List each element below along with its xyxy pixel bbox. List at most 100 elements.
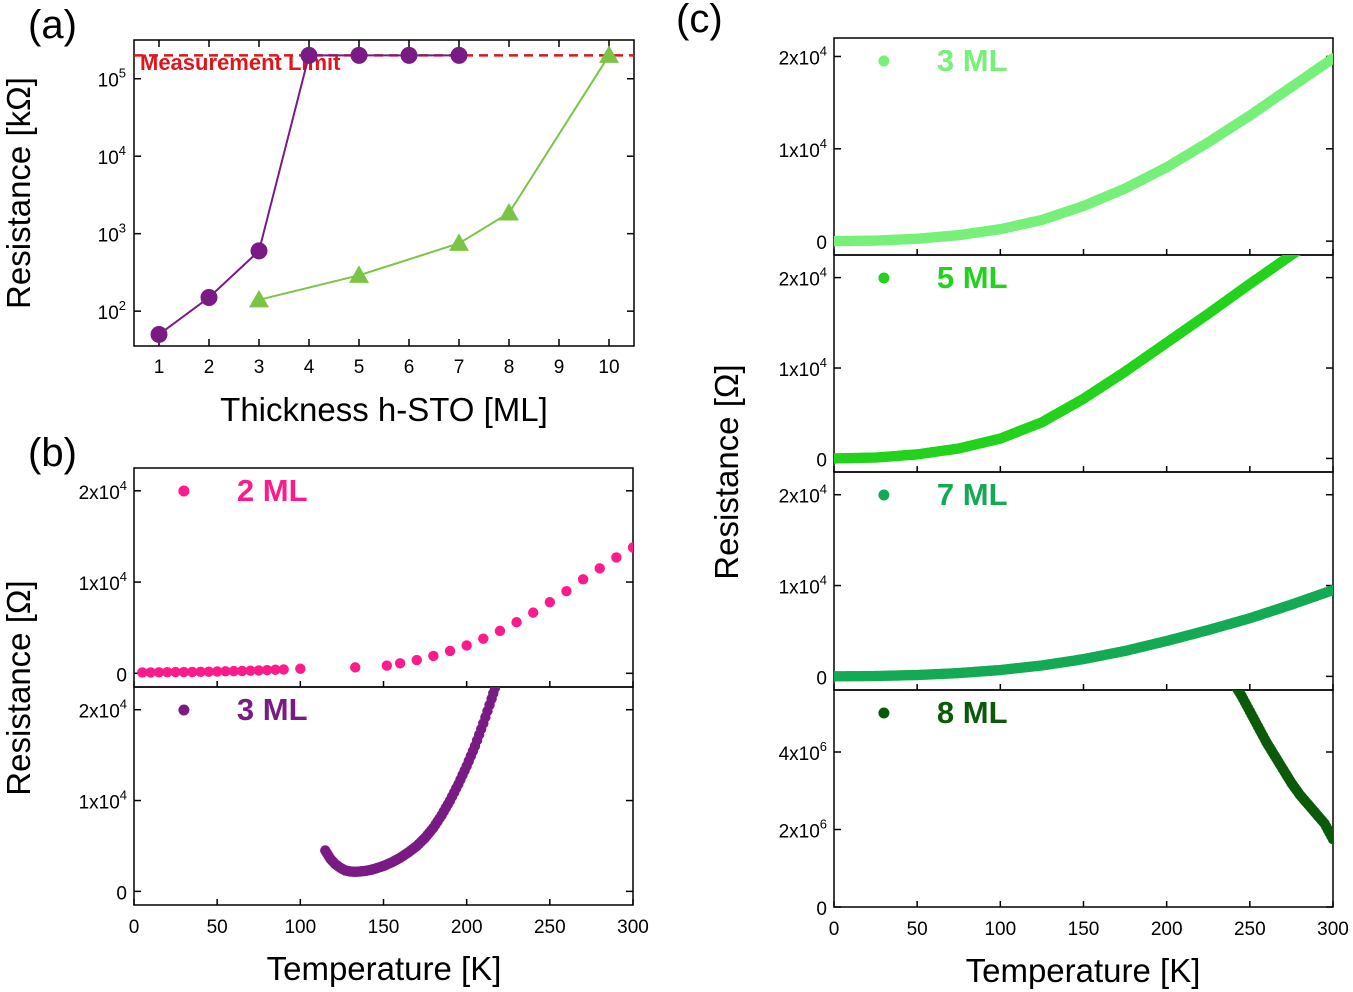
c-data-point (1327, 584, 1333, 596)
b-x-tick-label: 0 (129, 917, 140, 938)
b-data-point (253, 665, 264, 676)
panel-b-ylabel: Resistance [Ω] (0, 580, 37, 795)
a-series-line-triangles (258, 54, 610, 301)
c-data-point (1310, 235, 1320, 245)
c-data-point (1306, 237, 1316, 247)
b-y-tick-label: 1x104 (79, 569, 127, 595)
c-frame (833, 254, 1334, 473)
c-y-tick-label: 2x106 (779, 817, 827, 843)
c-data-point (1321, 227, 1331, 237)
a-point-triangle (499, 202, 519, 221)
c-y-tick-label: 0 (816, 233, 827, 254)
c-x-tick-label: 250 (1234, 919, 1266, 940)
a-x-tick-label: 1 (154, 357, 165, 378)
c-legend-label: 3 ML (937, 43, 1008, 78)
b-data-point (178, 666, 190, 678)
c-subplot-1: 0 1x104 2x104 3 ML (779, 37, 1334, 256)
c-legend-marker (878, 707, 890, 719)
b-data-point (594, 563, 605, 574)
b-y-tick-label: 2x104 (79, 697, 127, 723)
b-data-point (577, 574, 589, 585)
c-y-tick-label: 0 (816, 899, 827, 920)
b-data-point (137, 667, 148, 678)
b-subplot-1: 0 1x104 2x104 2 ML (79, 467, 634, 688)
b-data-point (162, 667, 173, 678)
a-x-tick-label: 10 (598, 357, 619, 378)
c-data-point (1298, 242, 1308, 252)
b-series-3-ML (320, 687, 501, 878)
a-point-circle (300, 46, 318, 64)
panel-c-label: (c) (676, 0, 723, 41)
c-legend-marker (878, 272, 890, 284)
c-series-3-ML (834, 53, 1333, 247)
c-y-tick-label: 1x104 (779, 573, 827, 599)
b-data-point (195, 666, 206, 678)
b-frame (133, 686, 634, 906)
c-y-tick-label: 0 (816, 668, 827, 689)
c-data-point (1301, 240, 1311, 250)
b-data-point (203, 666, 215, 677)
b-data-point (278, 664, 289, 675)
b-x-tick-label: 200 (451, 917, 483, 938)
b-data-point (228, 665, 239, 677)
a-point-circle (450, 46, 468, 64)
b-data-point (494, 687, 500, 688)
panel-b-xlabel: Temperature [K] (267, 950, 502, 987)
a-x-tick-label: 5 (354, 357, 365, 378)
panel-a-frame (133, 39, 635, 347)
b-data-point (350, 662, 361, 673)
panel-c: (c) Temperature [K] Resistance [Ω] 0 1x10… (676, 0, 1349, 989)
c-y-tick-label: 2x104 (779, 265, 827, 291)
b-series-2-ML (137, 542, 633, 678)
a-point-triangle (249, 289, 269, 308)
panel-c-ylabel: Resistance [Ω] (708, 364, 745, 579)
b-y-tick-label: 0 (116, 665, 127, 686)
b-data-point (170, 666, 181, 678)
b-x-tick-label: 150 (368, 917, 400, 938)
c-y-tick-label: 0 (816, 450, 827, 471)
b-legend-label: 3 ML (237, 692, 308, 727)
b-legend-marker (178, 704, 190, 716)
b-data-point (494, 625, 506, 637)
c-data-point (1319, 228, 1329, 238)
b-legend-label: 2 ML (237, 473, 308, 508)
b-data-point (511, 617, 522, 628)
a-x-tick-label: 6 (404, 357, 415, 378)
b-data-point (561, 585, 572, 597)
a-point-circle (150, 325, 168, 343)
c-legend-label: 7 ML (937, 477, 1008, 512)
c-data-point (1295, 244, 1305, 254)
c-y-tick-label: 2x104 (779, 43, 827, 69)
c-data-point (1300, 241, 1310, 251)
c-subplot-3: 0 1x104 2x104 7 ML (779, 471, 1334, 691)
c-data-point (1303, 239, 1313, 249)
c-data-point (1327, 833, 1333, 845)
c-legend-label: 5 ML (937, 260, 1008, 295)
c-data-point (1323, 226, 1333, 236)
c-data-point (1316, 230, 1326, 240)
panel-a-ylabel: Resistance [kΩ] (0, 77, 37, 309)
c-data-point (1327, 53, 1333, 64)
a-point-circle (200, 288, 218, 306)
c-data-point (1318, 229, 1328, 239)
a-point-triangle (449, 233, 469, 251)
c-legend-marker (878, 489, 890, 501)
a-point-triangle (599, 45, 619, 63)
b-data-point (236, 665, 248, 677)
b-data-point (489, 687, 501, 694)
b-data-point (394, 658, 406, 669)
a-x-tick-label: 2 (204, 357, 215, 378)
panel-b: (b) Temperature [K] Resistance [Ω] 0 1x10… (0, 431, 649, 987)
panel-b-label: (b) (28, 431, 77, 475)
b-data-point (528, 607, 539, 618)
c-x-tick-label: 100 (984, 919, 1016, 940)
b-data-point (627, 542, 633, 553)
a-y-tick-label: 102 (98, 298, 126, 324)
c-y-tick-label: 4x106 (779, 739, 827, 765)
b-frame (133, 467, 634, 688)
c-x-tick-label: 200 (1151, 919, 1183, 940)
c-frame (833, 37, 1334, 256)
c-data-point (1228, 677, 1238, 687)
b-subplot-2: 0 1x104 2x104 3 ML (79, 686, 634, 906)
c-data-point (1305, 238, 1315, 248)
